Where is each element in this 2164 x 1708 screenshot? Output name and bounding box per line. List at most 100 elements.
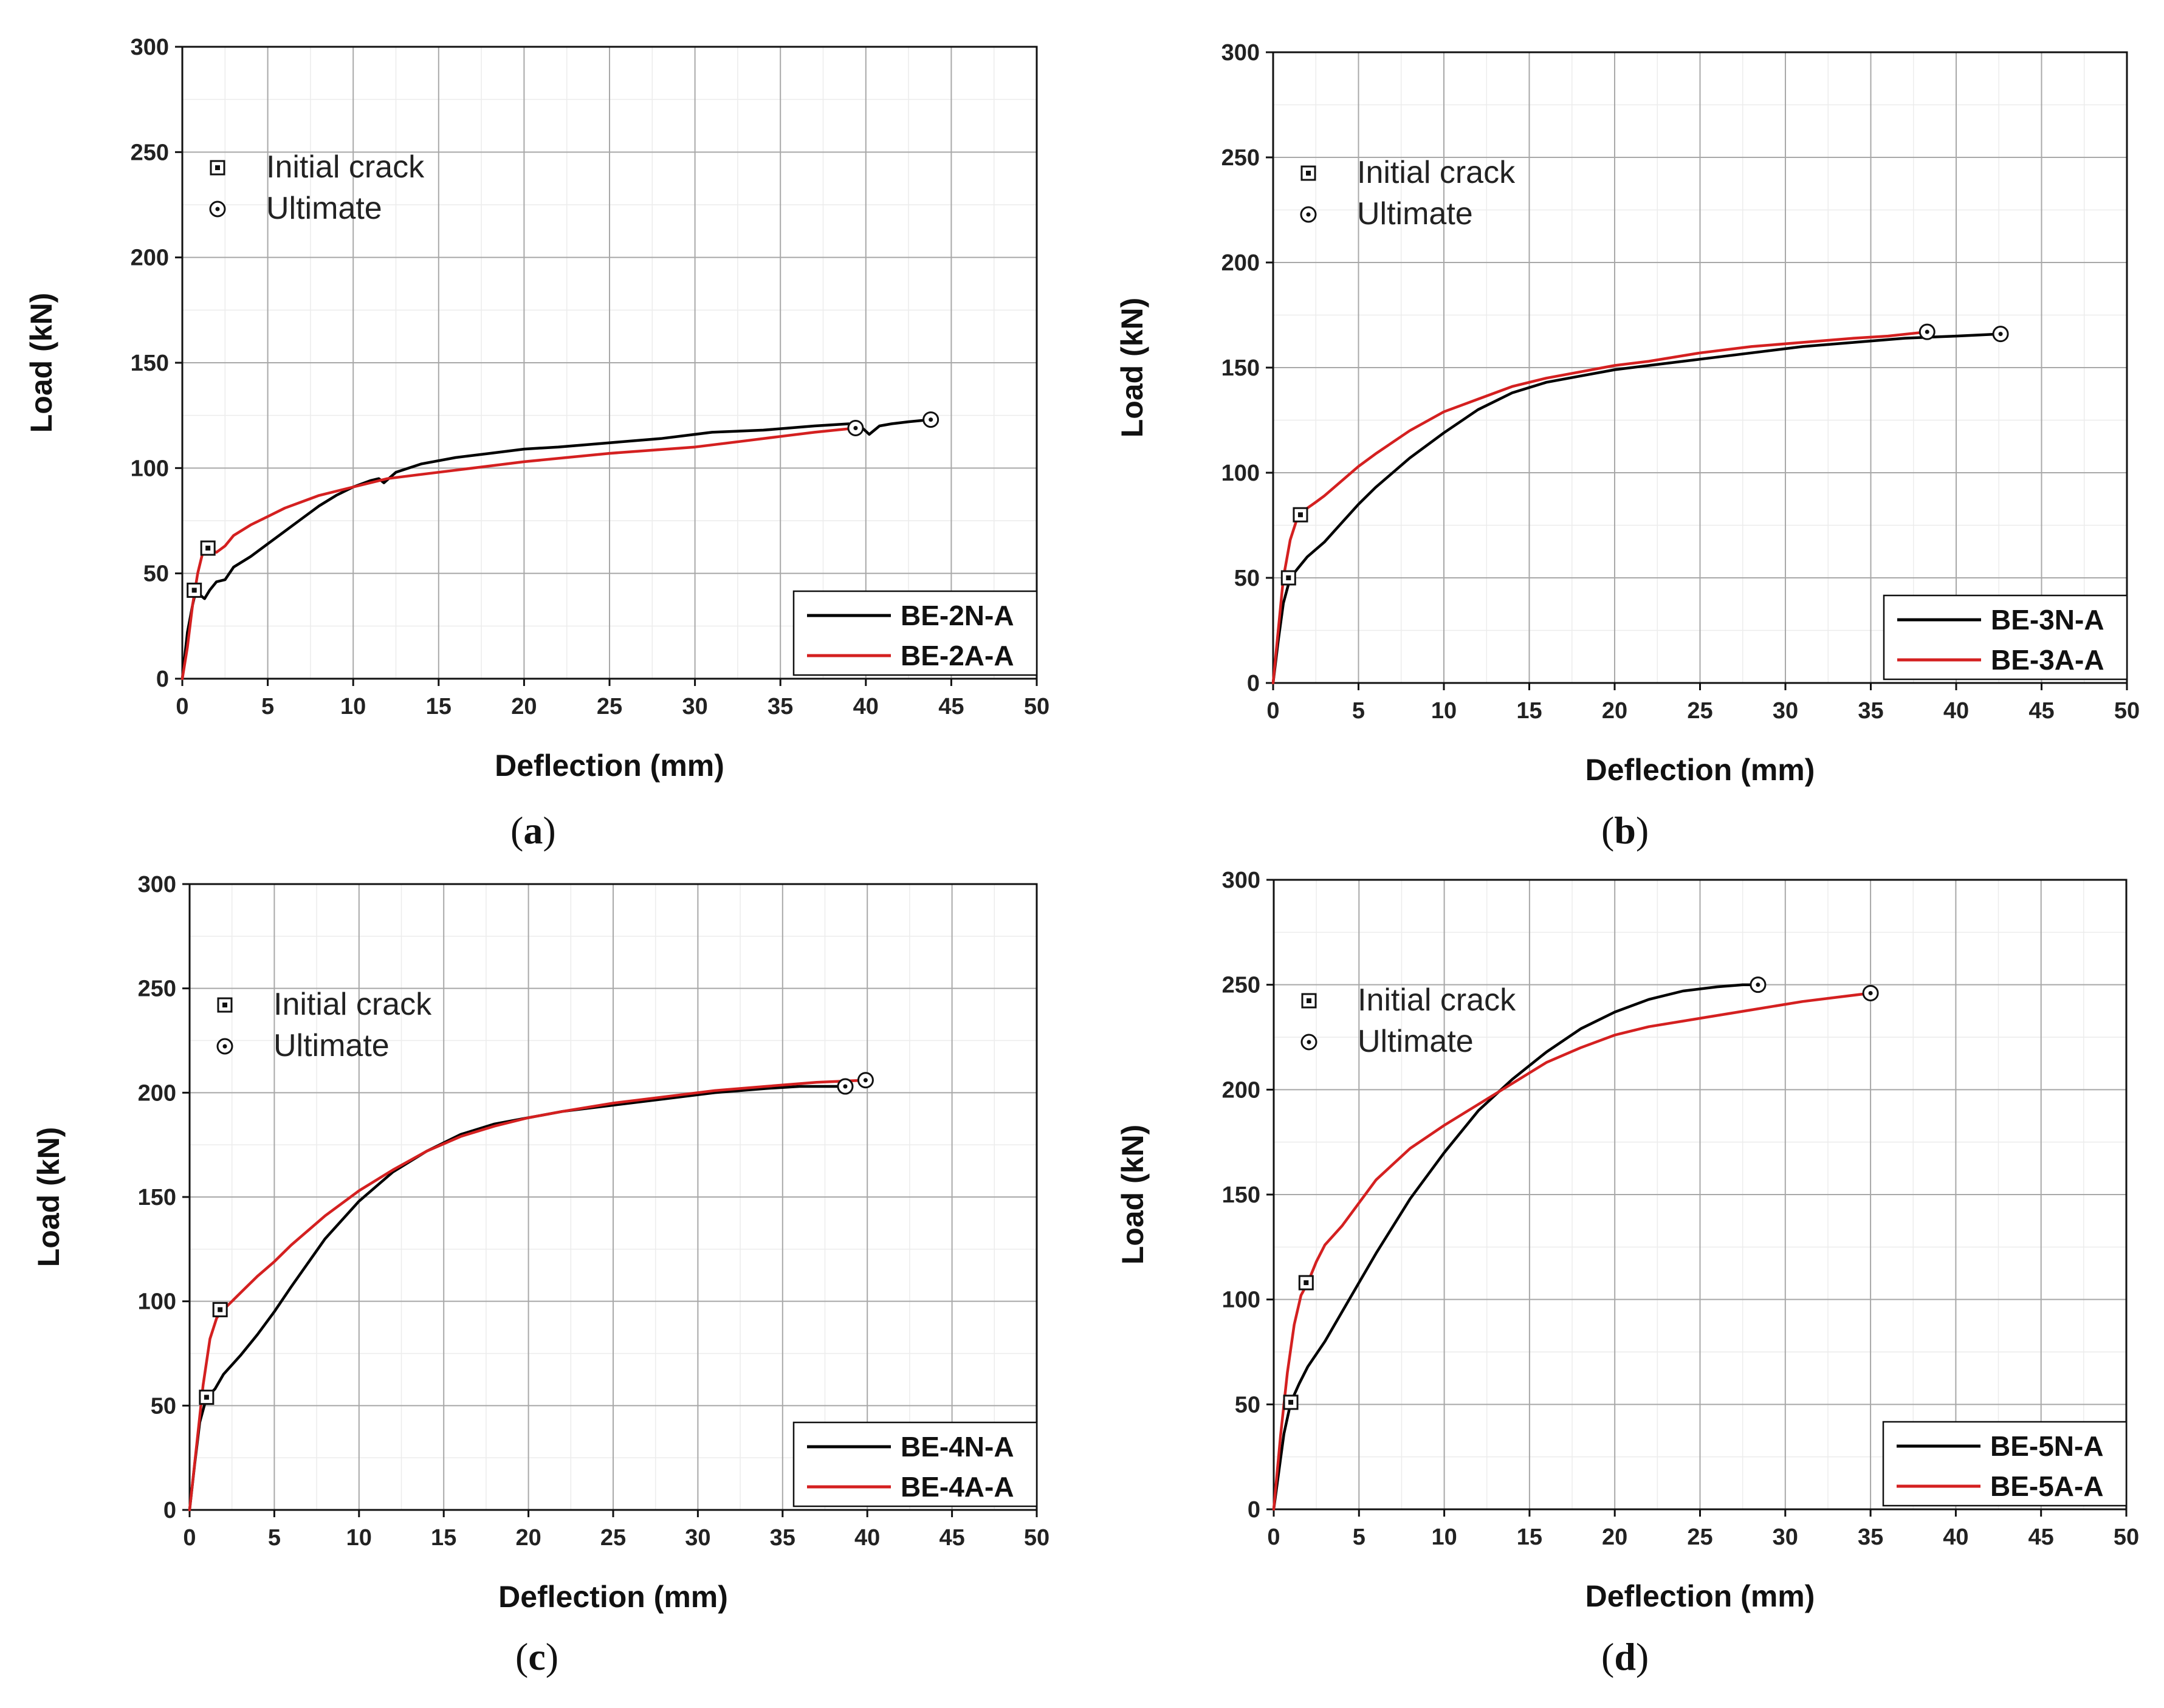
initial-crack-marker — [1283, 1394, 1299, 1410]
x-tick-label: 5 — [261, 694, 274, 719]
x-tick-label: 30 — [1773, 1525, 1798, 1550]
axes-c: 0 5 10 15 20 25 30 35 40 45 50 0 50 100 150 200 250 300 — [138, 872, 1050, 1551]
chart-panel-d: 0 5 10 15 20 25 30 35 40 45 50 0 50 100 150 200 250 300 De… — [1116, 868, 2140, 1613]
x-tick-label: 0 — [183, 1525, 196, 1551]
x-tick-label: 25 — [1687, 1525, 1712, 1550]
initial-crack-marker — [1293, 507, 1308, 523]
series-group-d — [1272, 983, 1872, 1511]
x-axis-label: Deflection (mm) — [495, 749, 724, 783]
y-tick-label: 150 — [1221, 355, 1260, 381]
series-legend-b: BE-3N-A BE-3A-A — [1883, 594, 2128, 681]
x-tick-label: 10 — [1431, 1525, 1457, 1550]
legend-label-BE-5N-A: BE-5N-A — [1990, 1430, 2104, 1462]
caption-b: (b) — [1601, 809, 1649, 852]
markers-b — [1280, 323, 2009, 586]
y-tick-label: 0 — [156, 667, 169, 692]
x-tick-label: 25 — [597, 694, 622, 719]
x-axis-label: Deflection (mm) — [1585, 1579, 1815, 1613]
y-axis-label: Load (kN) — [32, 1127, 66, 1267]
x-tick-label: 0 — [1267, 1525, 1280, 1550]
x-tick-label: 10 — [346, 1525, 372, 1551]
legend-label-BE-2A-A: BE-2A-A — [901, 640, 1014, 671]
y-tick-label: 300 — [1221, 40, 1260, 66]
x-tick-label: 20 — [515, 1525, 541, 1551]
y-tick-label: 250 — [131, 140, 169, 165]
marker-legend-b: Initial crack Ultimate — [1300, 155, 1516, 232]
y-tick-label: 0 — [163, 1498, 176, 1523]
marker-legend-a: Initial crack Ultimate — [209, 149, 425, 226]
x-tick-label: 30 — [682, 694, 707, 719]
x-tick-label: 50 — [1024, 694, 1049, 719]
x-tick-label: 0 — [176, 694, 188, 719]
marker-legend-c: Initial crack Ultimate — [216, 987, 432, 1063]
series-line-BE-3N-A — [1271, 332, 2002, 685]
series-legend-c: BE-4N-A BE-4A-A — [792, 1421, 1038, 1507]
caption-letter-d: d — [1614, 1635, 1636, 1678]
markers-c — [199, 1072, 874, 1405]
caption-letter-c: c — [528, 1635, 546, 1678]
caption-letter-b: b — [1614, 809, 1636, 852]
ultimate-marker — [1750, 976, 1767, 993]
series-line-BE-5N-A — [1272, 983, 1760, 1511]
x-tick-label: 0 — [1266, 698, 1279, 724]
legend-ultimate-icon — [1300, 1034, 1317, 1051]
legend-ultimate-label: Ultimate — [1357, 196, 1473, 232]
legend-box — [1882, 1421, 2128, 1507]
legend-crack-label: Initial crack — [1358, 983, 1516, 1018]
x-tick-label: 45 — [2028, 1525, 2054, 1550]
x-tick-label: 10 — [340, 694, 366, 719]
x-tick-label: 40 — [854, 1525, 880, 1551]
legend-label-BE-5A-A: BE-5A-A — [1990, 1470, 2104, 1502]
y-axis-label: Load (kN) — [1115, 298, 1149, 438]
x-tick-label: 5 — [268, 1525, 281, 1551]
y-tick-label: 100 — [1222, 1288, 1260, 1313]
x-tick-label: 25 — [600, 1525, 626, 1551]
x-tick-label: 35 — [1858, 1525, 1883, 1550]
y-tick-label: 0 — [1248, 1497, 1260, 1523]
axes-d: 0 5 10 15 20 25 30 35 40 45 50 0 50 100 150 200 250 300 — [1222, 868, 2140, 1550]
legend-label-BE-4A-A: BE-4A-A — [901, 1471, 1014, 1503]
x-tick-label: 50 — [1024, 1525, 1049, 1551]
caption-letter-a: a — [523, 809, 543, 852]
marker-legend-d: Initial crack Ultimate — [1300, 983, 1516, 1059]
ultimate-marker — [837, 1078, 854, 1095]
y-tick-label: 150 — [138, 1185, 176, 1210]
x-tick-label: 20 — [1602, 698, 1627, 724]
series-line-BE-4N-A — [188, 1085, 847, 1512]
ultimate-marker — [857, 1072, 874, 1089]
y-tick-label: 300 — [131, 35, 169, 60]
x-tick-label: 45 — [939, 1525, 964, 1551]
legend-crack-icon — [210, 160, 225, 176]
grid-c — [190, 884, 1037, 1510]
grid-a — [182, 47, 1037, 679]
y-tick-label: 150 — [1222, 1182, 1260, 1208]
series-group-a — [180, 418, 932, 681]
x-tick-label: 5 — [1352, 698, 1365, 724]
x-tick-label: 40 — [1943, 1525, 1968, 1550]
legend-label-BE-4N-A: BE-4N-A — [901, 1431, 1014, 1463]
legend-box — [792, 1421, 1038, 1507]
x-tick-label: 45 — [2028, 698, 2054, 724]
caption-a: (a) — [510, 809, 556, 852]
y-tick-label: 50 — [143, 561, 169, 587]
x-tick-label: 40 — [1943, 698, 1969, 724]
x-tick-label: 50 — [2114, 1525, 2139, 1550]
y-tick-label: 300 — [1222, 868, 1260, 893]
x-tick-label: 25 — [1687, 698, 1712, 724]
legend-ultimate-icon — [209, 201, 226, 218]
y-axis-label: Load (kN) — [1116, 1125, 1150, 1265]
axes-b: 0 5 10 15 20 25 30 35 40 45 50 0 50 100 150 200 250 300 — [1221, 40, 2140, 724]
x-tick-label: 15 — [426, 694, 452, 719]
y-tick-label: 50 — [151, 1393, 176, 1419]
caption-d: (d) — [1601, 1635, 1649, 1678]
x-tick-label: 30 — [1773, 698, 1798, 724]
y-tick-label: 200 — [1222, 1077, 1260, 1103]
initial-crack-marker — [200, 540, 216, 556]
y-tick-label: 200 — [138, 1080, 176, 1106]
x-tick-label: 45 — [938, 694, 964, 719]
legend-ultimate-icon — [1300, 206, 1317, 223]
x-tick-label: 20 — [1602, 1525, 1627, 1550]
ultimate-marker — [1992, 326, 2009, 343]
legend-ultimate-label: Ultimate — [273, 1028, 390, 1063]
initial-crack-marker — [187, 582, 202, 598]
